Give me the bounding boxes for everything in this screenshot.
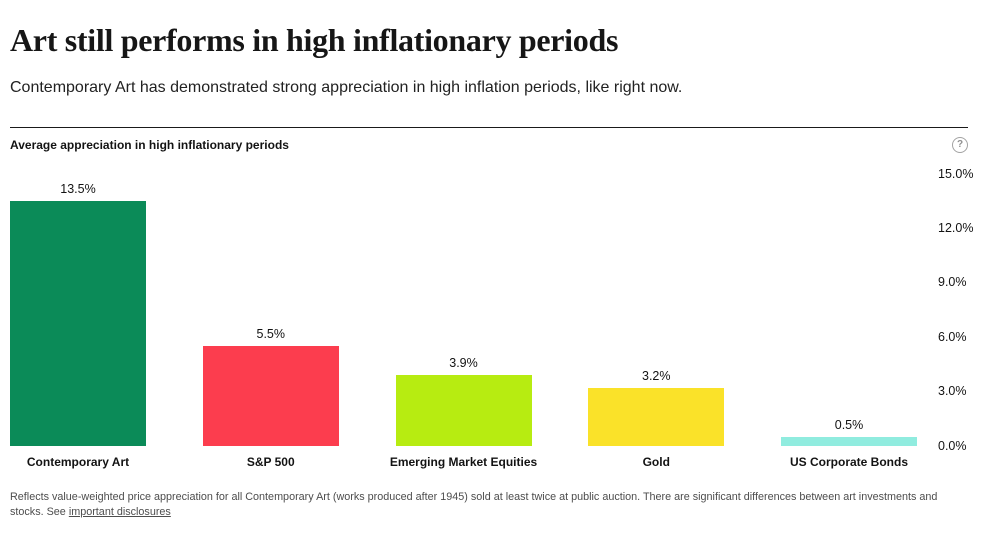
chart-title: Average appreciation in high inflationar… bbox=[10, 137, 289, 152]
category-label-contemporary-art: Contemporary Art bbox=[26, 454, 130, 469]
disclosure-text: Reflects value-weighted price appreciati… bbox=[10, 490, 940, 521]
page-title: Art still performs in high inflationary … bbox=[10, 22, 619, 58]
bar-contemporary-art bbox=[10, 200, 146, 446]
bar-column-gold: 3.2% bbox=[588, 368, 725, 446]
x-label-column-contemporary-art: Contemporary Art bbox=[10, 455, 146, 469]
chart-header: Average appreciation in high inflationar… bbox=[10, 136, 968, 153]
x-label-column-us-corporate-bonds: US Corporate Bonds bbox=[781, 455, 917, 469]
bar-value-label-emerging-market-equities: 3.9% bbox=[449, 355, 478, 370]
y-tick-label-30: 3.0% bbox=[938, 384, 967, 399]
plot-area: 13.5% 5.5% 3.9% 3.2% 0.5% 15.0% 12.0% 9.0% 6.0%… bbox=[10, 167, 973, 469]
disclosure-body: Reflects value-weighted price appreciati… bbox=[10, 490, 938, 519]
bar-column-contemporary-art: 13.5% bbox=[10, 182, 146, 446]
x-label-column-s-p-500: S&P 500 bbox=[203, 455, 339, 469]
bar-value-label-gold: 3.2% bbox=[642, 368, 671, 383]
bar-value-label-us-corporate-bonds: 0.5% bbox=[834, 417, 864, 432]
bar-chart: Average appreciation in high inflationar… bbox=[10, 136, 973, 469]
divider bbox=[10, 126, 968, 128]
y-axis-labels: 15.0% 12.0% 9.0% 6.0% 3.0% 0.0% bbox=[938, 167, 988, 453]
y-tick-label-150: 15.0% bbox=[938, 166, 974, 181]
bar-emerging-market-equities bbox=[395, 374, 532, 446]
x-label-column-gold: Gold bbox=[588, 455, 724, 469]
bar-us-corporate-bonds bbox=[781, 436, 917, 446]
bar-gold bbox=[588, 387, 725, 446]
bar-column-s-p-500: 5.5% bbox=[202, 326, 339, 446]
category-label-us-corporate-bonds: US Corporate Bonds bbox=[789, 454, 908, 469]
bar-plot: 13.5% 5.5% 3.9% 3.2% 0.5% bbox=[10, 174, 917, 446]
y-tick-label-120: 12.0% bbox=[938, 220, 974, 235]
y-tick-label-90: 9.0% bbox=[938, 275, 967, 290]
bar-column-us-corporate-bonds: 0.5% bbox=[781, 418, 917, 446]
bar-column-emerging-market-equities: 3.9% bbox=[395, 355, 532, 446]
page-subtitle: Contemporary Art has demonstrated strong… bbox=[10, 78, 683, 96]
y-tick-label-00: 0.0% bbox=[938, 438, 967, 453]
bar-value-label-s-p-500: 5.5% bbox=[256, 326, 286, 341]
page: Art still performs in high inflationary … bbox=[10, 22, 973, 521]
category-label-s-p-500: S&P 500 bbox=[246, 454, 295, 469]
bar-s-p-500 bbox=[202, 345, 339, 446]
category-label-gold: Gold bbox=[642, 454, 670, 469]
bar-value-label-contemporary-art: 13.5% bbox=[60, 181, 96, 196]
help-icon[interactable]: ? bbox=[952, 136, 968, 153]
category-label-emerging-market-equities: Emerging Market Equities bbox=[389, 454, 538, 469]
important-disclosures-link[interactable]: important disclosures bbox=[68, 506, 171, 519]
y-tick-label-60: 6.0% bbox=[938, 329, 967, 344]
category-labels-row: Contemporary Art S&P 500 Emerging Market E… bbox=[10, 455, 917, 469]
x-label-column-emerging-market-equities: Emerging Market Equities bbox=[390, 455, 537, 469]
